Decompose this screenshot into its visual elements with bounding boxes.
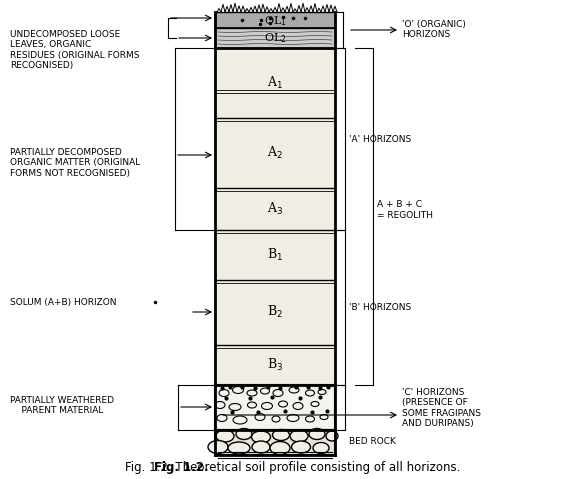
Ellipse shape — [273, 430, 290, 441]
Ellipse shape — [236, 429, 252, 440]
Text: BED ROCK: BED ROCK — [349, 437, 396, 446]
Bar — [215, 188, 335, 230]
Text: PARTIALLY DECOMPOSED
ORGANIC MATTER (ORIGINAL
FORMS NOT RECOGNISED): PARTIALLY DECOMPOSED ORGANIC MATTER (ORI… — [10, 148, 140, 178]
Bar — [215, 118, 335, 188]
Text: A$_1$: A$_1$ — [267, 75, 283, 91]
Text: PARTIALLY WEATHERED
    PARENT MATERIAL: PARTIALLY WEATHERED PARENT MATERIAL — [10, 396, 114, 415]
Bar — [215, 230, 335, 280]
Text: Fig. 1.2.: Fig. 1.2. — [154, 461, 209, 475]
Text: A$_2$: A$_2$ — [267, 145, 283, 161]
Ellipse shape — [270, 442, 290, 455]
Text: A + B + C
= REGOLITH: A + B + C = REGOLITH — [377, 200, 433, 220]
Bar — [215, 385, 335, 430]
Ellipse shape — [309, 429, 325, 440]
Text: OL$_1$: OL$_1$ — [264, 14, 287, 28]
Text: B$_3$: B$_3$ — [267, 357, 283, 373]
Text: B$_2$: B$_2$ — [267, 304, 283, 320]
Ellipse shape — [290, 430, 308, 442]
Ellipse shape — [326, 431, 338, 441]
Bar — [215, 28, 335, 48]
Bar — [215, 430, 335, 455]
Ellipse shape — [313, 443, 329, 454]
Text: 'O' (ORGANIC)
HORIZONS: 'O' (ORGANIC) HORIZONS — [402, 20, 466, 39]
Text: 'B' HORIZONS: 'B' HORIZONS — [349, 303, 411, 311]
Ellipse shape — [252, 441, 270, 453]
Text: 'C' HORIZONS
(PRESENCE OF
SOME FRAGIPANS
AND DURIPANS): 'C' HORIZONS (PRESENCE OF SOME FRAGIPANS… — [402, 388, 481, 428]
Bar — [215, 280, 335, 345]
Ellipse shape — [228, 442, 250, 454]
Ellipse shape — [208, 441, 228, 454]
Ellipse shape — [252, 431, 270, 443]
Bar — [215, 12, 335, 28]
Text: A$_3$: A$_3$ — [267, 201, 283, 217]
Bar — [215, 345, 335, 385]
Bar — [215, 48, 335, 118]
Text: Fig. 1.2. Theoretical soil profile consisting of all horizons.: Fig. 1.2. Theoretical soil profile consi… — [125, 461, 460, 475]
Text: SOLUM (A+B) HORIZON: SOLUM (A+B) HORIZON — [10, 297, 116, 307]
Ellipse shape — [216, 430, 234, 442]
Text: B$_1$: B$_1$ — [267, 247, 283, 263]
Text: UNDECOMPOSED LOOSE
LEAVES, ORGANIC
RESIDUES (ORIGINAL FORMS
RECOGNISED): UNDECOMPOSED LOOSE LEAVES, ORGANIC RESID… — [10, 30, 139, 70]
Text: 'A' HORIZONS: 'A' HORIZONS — [349, 135, 411, 144]
Text: OL$_2$: OL$_2$ — [264, 31, 287, 45]
Ellipse shape — [291, 441, 311, 453]
